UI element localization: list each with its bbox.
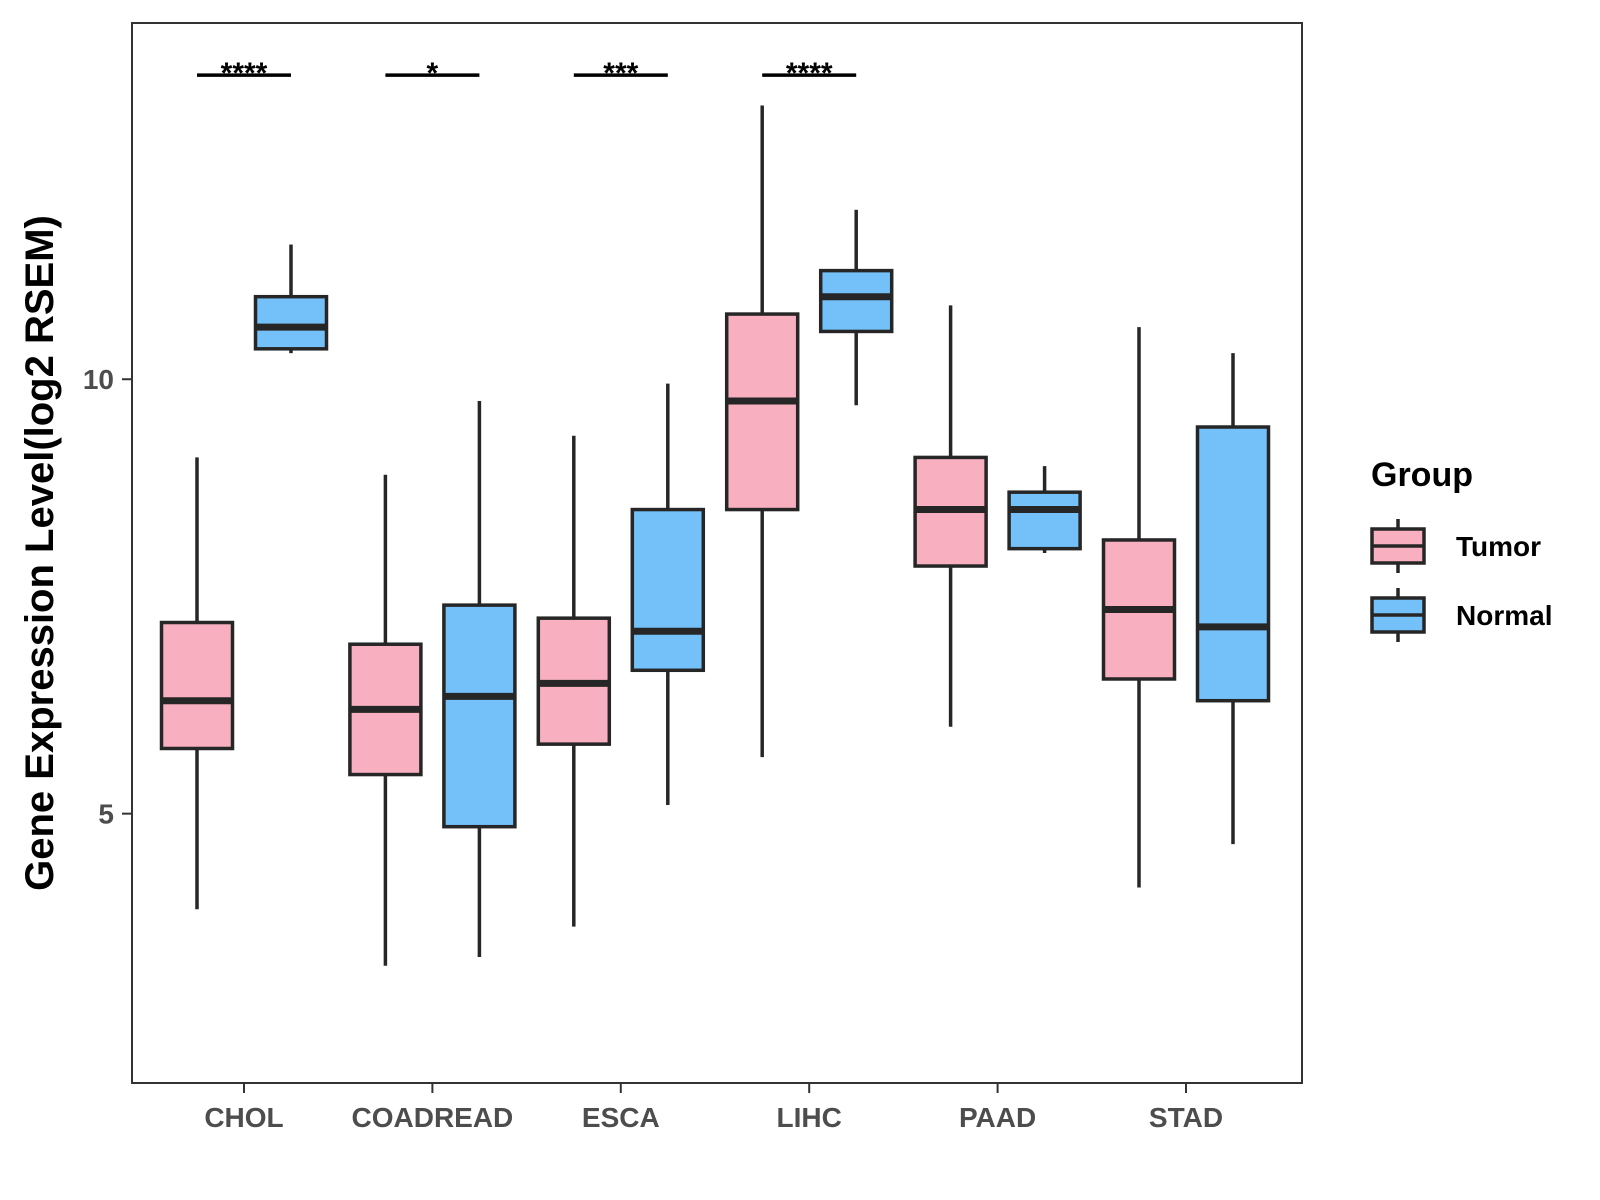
significance-lihc: **** [762, 57, 857, 90]
legend-title: Group [1371, 456, 1473, 494]
y-axis-label: Gene Expression Level(log2 RSEM) [18, 215, 62, 891]
x-tick-label: LIHC [777, 1102, 842, 1133]
x-tick-label: STAD [1149, 1102, 1223, 1133]
iqr-box [159, 620, 235, 751]
box-tumor-paad [913, 305, 988, 727]
x-tick-label: ESCA [582, 1102, 660, 1133]
iqr-box [253, 294, 329, 351]
iqr-box [724, 312, 800, 512]
y-tick-label: 5 [98, 799, 114, 830]
significance-label: *** [603, 57, 638, 90]
box-tumor-chol [159, 457, 235, 910]
legend: Group Tumor Normal [1370, 456, 1552, 642]
box-normal-esca [630, 383, 706, 805]
box-normal-lihc [818, 209, 894, 406]
panel-border [131, 22, 1303, 1084]
box-tumor-lihc [724, 105, 800, 758]
x-tick-label: COADREAD [352, 1102, 514, 1133]
y-tick-label: 10 [83, 364, 114, 395]
iqr-box [1007, 490, 1082, 551]
plot-content: **** * *** **** [159, 57, 1271, 966]
box-normal-paad [1007, 466, 1082, 553]
series-normal [253, 209, 1271, 958]
legend-label: Normal [1456, 600, 1552, 631]
box-normal-chol [253, 244, 329, 354]
legend-label: Tumor [1456, 531, 1541, 562]
legend-key-normal: Normal [1370, 588, 1552, 642]
iqr-box [818, 268, 894, 334]
significance-coadread: * [385, 57, 480, 90]
x-tick-label: CHOL [204, 1102, 283, 1133]
y-axis: 5 10 [83, 364, 132, 830]
box-tumor-coadread [348, 474, 423, 966]
legend-keys: Tumor Normal [1370, 519, 1552, 642]
iqr-box [1195, 425, 1271, 703]
box-normal-stad [1195, 353, 1271, 845]
x-tick-label: PAAD [959, 1102, 1036, 1133]
series-tumor [159, 105, 1177, 966]
significance-label: **** [786, 57, 833, 90]
significance-label: **** [221, 57, 268, 90]
significance-chol: **** [197, 57, 291, 90]
significance-label: * [427, 57, 439, 90]
x-axis: CHOL COADREAD ESCA LIHC PAAD STAD [204, 1083, 1223, 1133]
legend-key-tumor: Tumor [1370, 519, 1541, 573]
iqr-box [630, 507, 706, 673]
significance-esca: *** [573, 57, 668, 90]
box-tumor-esca [536, 435, 612, 927]
box-normal-coadread [442, 400, 517, 958]
iqr-box [442, 603, 517, 829]
box-tumor-stad [1101, 327, 1177, 888]
